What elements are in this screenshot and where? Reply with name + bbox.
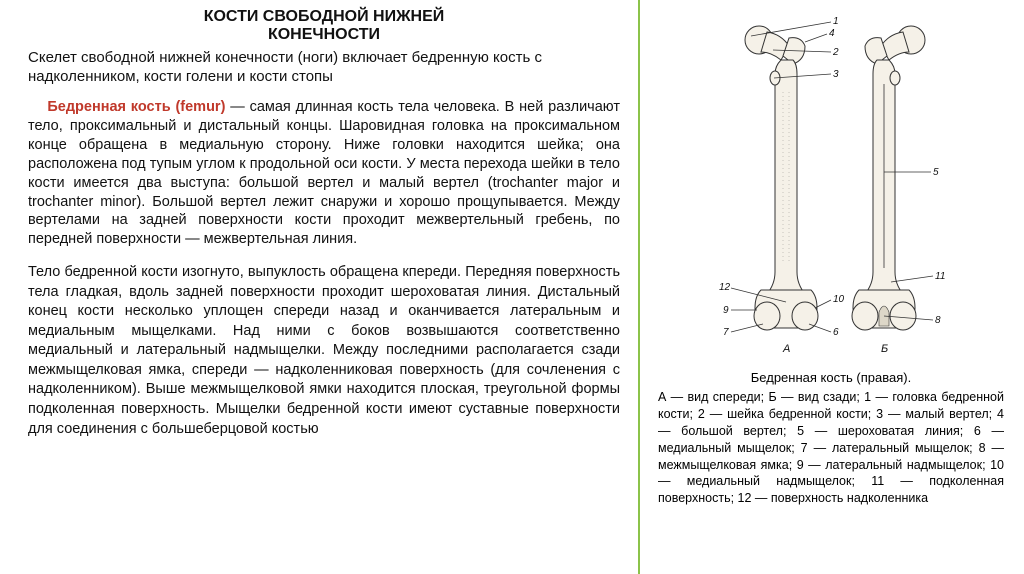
- label-10: 10: [833, 294, 845, 305]
- label-7: 7: [723, 327, 729, 338]
- label-8: 8: [935, 315, 941, 326]
- paragraph-1: Бедренная кость (femur) — самая длинная …: [28, 98, 620, 249]
- femur-figure: 4 1 2 3 5 12 9 7 10: [658, 12, 1004, 362]
- figure-caption-body: А — вид спереди; Б — вид сзади; 1 — голо…: [658, 389, 1004, 507]
- paragraph-1-rest: — самая длинная кость тела человека. В н…: [28, 99, 620, 247]
- view-label-b: Б: [881, 343, 888, 355]
- label-4: 4: [829, 28, 835, 39]
- view-label-a: А: [782, 343, 790, 355]
- label-11: 11: [935, 271, 945, 282]
- paragraph-2: Тело бедренной кости изогнуто, выпуклост…: [28, 263, 620, 439]
- intro-paragraph: Скелет свободной нижней конечности (ноги…: [28, 49, 620, 87]
- right-column: 4 1 2 3 5 12 9 7 10: [640, 0, 1024, 574]
- label-6: 6: [833, 327, 839, 338]
- term-femur: Бедренная кость (femur): [47, 99, 225, 115]
- label-12: 12: [719, 282, 731, 293]
- page-title: КОСТИ СВОБОДНОЙ НИЖНЕЙ КОНЕЧНОСТИ: [28, 8, 620, 45]
- title-line-1: КОСТИ СВОБОДНОЙ НИЖНЕЙ: [204, 8, 445, 25]
- label-3: 3: [833, 69, 839, 80]
- label-9: 9: [723, 305, 729, 316]
- bone-anterior: [745, 26, 818, 330]
- femur-svg: 4 1 2 3 5 12 9 7 10: [701, 12, 961, 362]
- left-column: КОСТИ СВОБОДНОЙ НИЖНЕЙ КОНЕЧНОСТИ Скелет…: [0, 0, 640, 574]
- figure-caption-title: Бедренная кость (правая).: [658, 370, 1004, 385]
- label-5: 5: [933, 167, 939, 178]
- label-2: 2: [832, 47, 839, 58]
- title-line-2: КОНЕЧНОСТИ: [268, 26, 380, 43]
- label-1: 1: [833, 16, 839, 27]
- bone-posterior: [852, 26, 925, 330]
